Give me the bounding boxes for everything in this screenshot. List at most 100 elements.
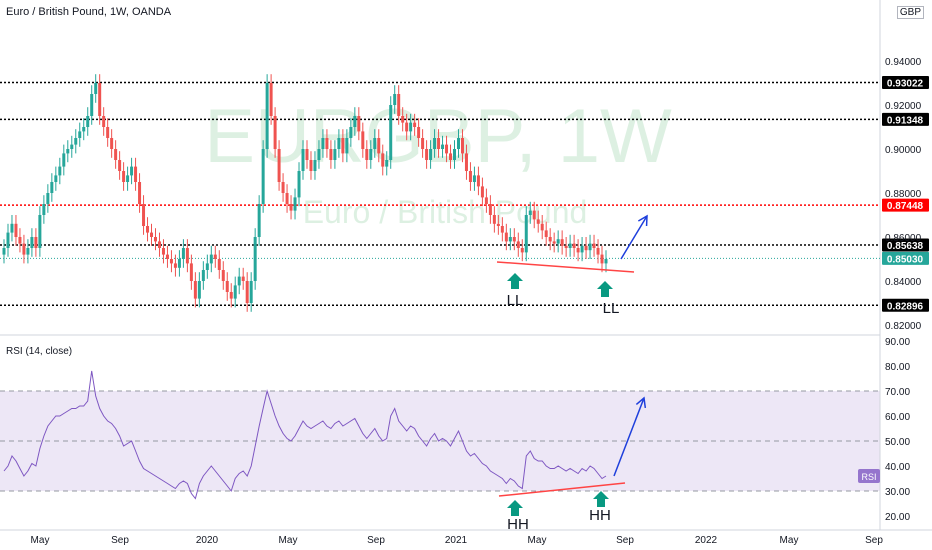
candle-body	[580, 245, 584, 253]
watermark: EURGBP, 1W Euro / British Pound	[204, 94, 672, 230]
candle-body	[584, 245, 588, 251]
candle-body	[26, 248, 30, 255]
watermark-name: Euro / British Pound	[303, 194, 588, 230]
candle-body	[341, 138, 345, 154]
candle-body	[34, 237, 38, 248]
candle-body	[150, 232, 154, 237]
time-tick-6: May	[528, 535, 547, 546]
candle-body	[560, 239, 564, 246]
level-tag-0	[882, 76, 929, 90]
candle-body	[401, 116, 405, 123]
level-label-1: 0.91348	[887, 115, 924, 126]
candle-body	[437, 138, 441, 149]
rsi-left-up-marker	[507, 500, 523, 516]
candle-body	[377, 138, 381, 154]
candle-body	[385, 160, 389, 167]
candle-body	[528, 210, 532, 215]
grid-layer	[0, 0, 932, 531]
candle-body	[42, 204, 46, 215]
candle-body	[369, 149, 373, 160]
candle-body	[30, 237, 34, 248]
rsi-projection-arrowhead	[635, 396, 647, 409]
candle-body	[98, 83, 102, 116]
candle-body	[6, 232, 10, 248]
current-price-tag	[882, 251, 929, 265]
candle-body	[122, 171, 126, 182]
price-tick-2: 0.86000	[885, 233, 922, 244]
level-label-0: 0.93022	[887, 79, 924, 90]
candle-body	[157, 241, 161, 248]
candle-body	[237, 276, 241, 286]
candle-body	[257, 204, 261, 237]
candle-body	[500, 226, 504, 233]
price-projection-arrowhead	[637, 214, 648, 227]
candle-body	[10, 223, 14, 233]
candle-body	[301, 149, 305, 171]
candle-body	[345, 138, 349, 154]
candle-body	[433, 138, 437, 149]
candle-body	[576, 248, 580, 253]
candle-body	[293, 197, 297, 211]
candle-body	[472, 175, 476, 182]
rsi-left-low-label: HH	[507, 516, 529, 533]
candle-body	[90, 94, 94, 116]
candle-body	[321, 138, 325, 149]
time-tick-8: 2022	[695, 535, 718, 546]
candle-body	[249, 281, 253, 303]
candle-body	[389, 105, 393, 160]
currency-label[interactable]: GBP	[896, 6, 924, 19]
time-tick-9: May	[780, 535, 799, 546]
candle-body	[445, 144, 449, 154]
candle-body	[213, 254, 217, 259]
candle-body	[548, 237, 552, 242]
price-tick-4: 0.90000	[885, 145, 922, 156]
level-label-2: 0.87448	[887, 201, 924, 212]
time-tick-2: 2020	[196, 535, 219, 546]
rsi-projection-arrow	[613, 397, 645, 477]
candle-body	[14, 223, 18, 237]
candle-body	[496, 223, 500, 226]
candle-body	[134, 166, 138, 182]
candle-body	[305, 149, 309, 160]
candle-body	[265, 83, 269, 149]
candle-body	[313, 160, 317, 171]
candle-body	[285, 193, 289, 204]
candle-body	[253, 237, 257, 281]
candle-body	[193, 281, 197, 299]
time-tick-0: May	[31, 535, 50, 546]
candle-body	[572, 243, 576, 248]
rsi-badge-label: RSI	[861, 472, 876, 482]
candle-body	[18, 237, 22, 244]
candle-body	[600, 254, 604, 264]
candle-body	[317, 149, 321, 160]
candle-body	[516, 241, 520, 248]
price-projection-arrow	[620, 215, 648, 260]
candle-body	[177, 259, 181, 268]
candle-body	[564, 245, 568, 248]
candle-body	[161, 248, 165, 255]
candle-body	[325, 138, 329, 149]
candle-body	[353, 116, 357, 127]
candle-body	[592, 243, 596, 248]
candle-body	[425, 149, 429, 160]
candle-body	[333, 149, 337, 160]
price-tick-0: 0.82000	[885, 321, 922, 332]
candle-body	[460, 138, 464, 154]
candle-body	[82, 127, 86, 132]
drawings-layer: LL LL HH HH	[496, 214, 648, 533]
candle-body	[94, 83, 98, 94]
candle-body	[508, 237, 512, 242]
candle-body	[197, 281, 201, 299]
candle-body	[337, 138, 341, 149]
candle-body	[365, 149, 369, 160]
price-tick-5: 0.92000	[885, 101, 922, 112]
candle-body	[130, 166, 134, 176]
candle-body	[421, 138, 425, 149]
current-price-label: 0.85030	[887, 254, 924, 265]
candle-body	[524, 215, 528, 253]
rsi-tick-4: 60.00	[885, 412, 910, 423]
rsi-tick-0: 20.00	[885, 512, 910, 523]
candle-body	[225, 281, 229, 292]
price-tick-1: 0.84000	[885, 277, 922, 288]
rsi-layer	[3, 370, 607, 500]
